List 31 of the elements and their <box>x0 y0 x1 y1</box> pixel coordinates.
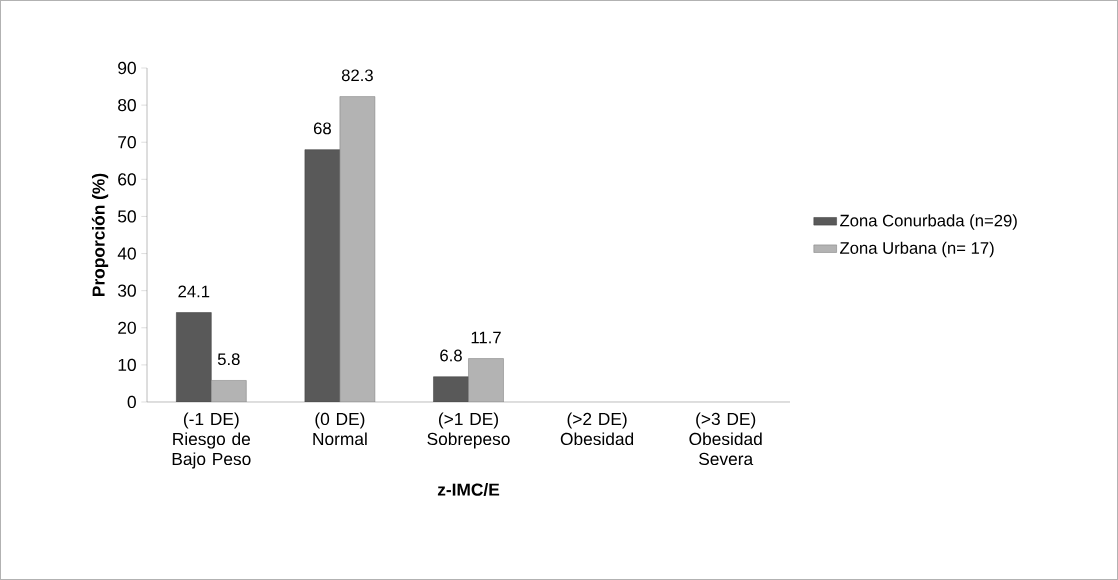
x-axis-title: z-IMC/E <box>437 483 500 496</box>
data-label: 6.8 <box>440 349 462 362</box>
bar <box>304 149 341 402</box>
y-tick-label: 0 <box>127 395 136 409</box>
x-tick-label: (>3 DE) Obesidad Severa <box>689 412 762 466</box>
bar <box>433 376 469 402</box>
y-axis-title: Proporción (%) <box>91 173 109 296</box>
data-label: 24.1 <box>178 285 210 298</box>
data-label: 11.7 <box>471 331 501 344</box>
y-tick-label: 50 <box>118 210 136 223</box>
y-tick-label: 80 <box>118 98 136 112</box>
legend-label: Zona Conurbada (n=29) <box>840 214 1017 230</box>
y-tick-label: 20 <box>118 321 136 334</box>
bar <box>176 312 212 402</box>
data-label: 5.8 <box>217 353 240 366</box>
data-label: 68 <box>313 122 331 135</box>
y-tick-label: 70 <box>118 136 136 149</box>
bar <box>468 358 504 402</box>
x-tick-label: (>1 DE) Sobrepeso <box>427 412 510 449</box>
legend-label: Zona Urbana (n= 17) <box>840 241 994 258</box>
y-tick-label: 90 <box>118 61 136 75</box>
x-tick-label: (-1 DE) Riesgo de Bajo Peso <box>172 412 251 469</box>
y-tick-label: 60 <box>118 173 136 186</box>
y-tick-label: 10 <box>118 358 136 372</box>
data-label: 82.3 <box>341 69 373 82</box>
y-tick-label: 40 <box>117 247 136 260</box>
x-tick-label: (>2 DE) Obesidad <box>560 412 634 446</box>
x-tick-label: (0 DE) Normal <box>313 412 367 446</box>
bar <box>211 380 247 402</box>
bar <box>339 96 376 402</box>
y-tick-label: 30 <box>117 284 136 297</box>
